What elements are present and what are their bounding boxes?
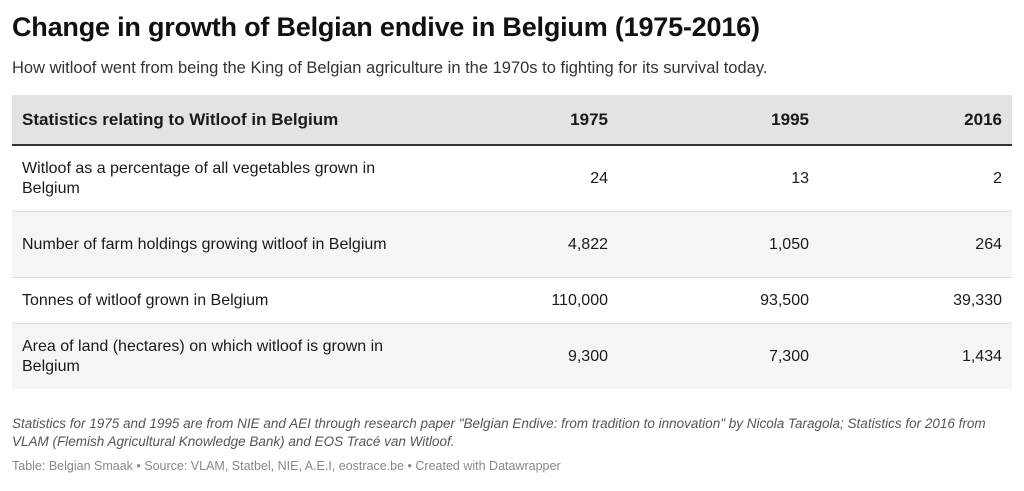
table-cell-1975: 4,822 [422, 211, 618, 278]
column-header-statistic[interactable]: Statistics relating to Witloof in Belgiu… [12, 95, 422, 146]
chart-container: Change in growth of Belgian endive in Be… [12, 10, 1012, 474]
table-row: Witloof as a percentage of all vegetable… [12, 145, 1012, 212]
table-cell-1975: 9,300 [567, 347, 608, 365]
table-cell-1995: 93,500 [618, 277, 819, 324]
table-cell-label: Number of farm holdings growing witloof … [12, 211, 422, 278]
table-cell-2016: 2 [819, 145, 1012, 212]
table-cell-2016: 1,434 [961, 347, 1002, 365]
column-header-1995[interactable]: 1995 [618, 95, 819, 146]
table-cell-2016: 39,330 [819, 277, 1012, 324]
table-cell-label: Witloof as a percentage of all vegetable… [12, 145, 422, 212]
table-cell-label: Area of land (hectares) on which witloof… [22, 337, 384, 375]
chart-title: Change in growth of Belgian endive in Be… [12, 12, 760, 42]
table-row: Number of farm holdings growing witloof … [12, 211, 1012, 278]
column-header-1975[interactable]: 1975 [422, 95, 618, 146]
column-header-2016[interactable]: 2016 [819, 95, 1012, 146]
table-cell-1995: 13 [618, 145, 819, 212]
table-cell-1975: 110,000 [422, 277, 618, 324]
chart-footer: Table: Belgian Smaak • Source: VLAM, Sta… [12, 459, 561, 473]
table-cell-1995: 1,050 [618, 211, 819, 278]
table-row: Area of land (hectares) on which witloof… [12, 323, 1012, 389]
table-cell-1995: 7,300 [768, 347, 809, 365]
table-header: Statistics relating to Witloof in Belgiu… [12, 95, 1012, 146]
table-cell-1975: 24 [422, 145, 618, 212]
table-row: Tonnes of witloof grown in Belgium 110,0… [12, 277, 1012, 324]
statistics-table: Statistics relating to Witloof in Belgiu… [12, 95, 1012, 389]
source-notes: Statistics for 1975 and 1995 are from NI… [12, 416, 986, 449]
table-cell-label: Tonnes of witloof grown in Belgium [12, 277, 422, 324]
table-cell-2016: 264 [819, 211, 1012, 278]
chart-subtitle: How witloof went from being the King of … [12, 59, 768, 77]
table-body: Witloof as a percentage of all vegetable… [12, 145, 1012, 389]
table-header-row: Statistics relating to Witloof in Belgiu… [12, 95, 1012, 146]
